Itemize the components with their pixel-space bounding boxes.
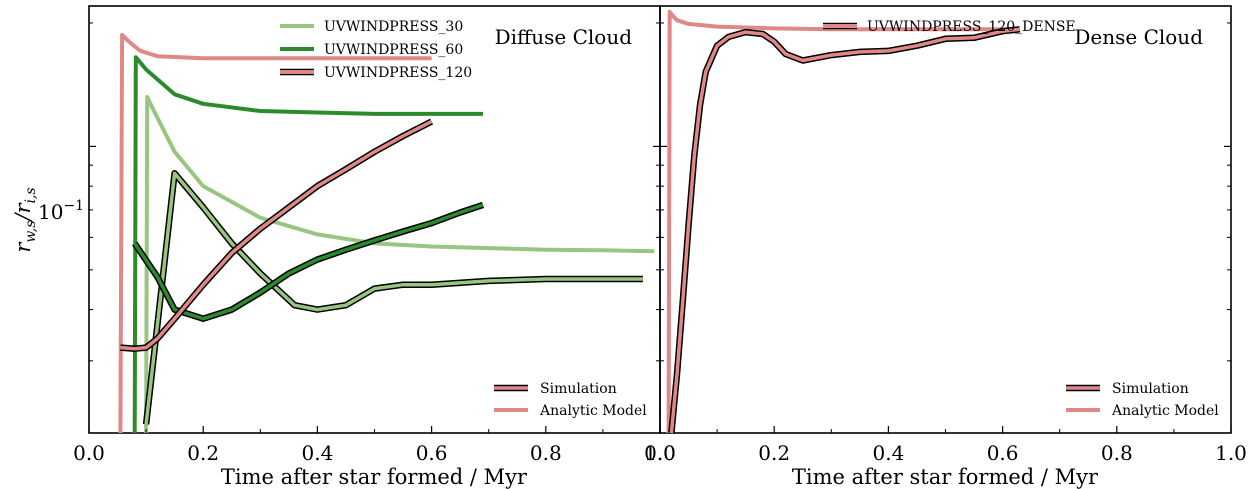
- analytic-line-uvwindpress-60: [132, 55, 483, 433]
- simulation-line-uvwindpress-30: [144, 171, 643, 425]
- legend-label: UVWINDPRESS_30: [324, 19, 463, 35]
- legend-style-analytic-label: Analytic Model: [1111, 403, 1219, 419]
- x-tick-label-left: 0.0: [73, 441, 105, 465]
- legend-style-analytic-label: Analytic Model: [539, 403, 647, 419]
- x-tick-label-left: 0.2: [187, 441, 219, 465]
- simulation-outline-uvwindpress-120-dense: [668, 26, 1021, 433]
- legend-label: UVWINDPRESS_120_DENSE: [867, 19, 1076, 35]
- x-tick-label-right: 0.2: [758, 441, 790, 465]
- simulation-line-uvwindpress-120-dense: [669, 27, 1020, 433]
- x-tick-label-left: 0.6: [416, 441, 448, 465]
- plot-right: [666, 9, 1021, 433]
- panel-title-left: Diffuse Cloud: [495, 25, 633, 49]
- ticks-right: 0.0 0.2 0.4 0.6 0.8 1.0: [644, 22, 1247, 465]
- y-tick-label: 10−1: [38, 198, 84, 224]
- legend-style-simulation-label: Simulation: [1112, 381, 1189, 397]
- x-tick-label-right: 0.6: [987, 441, 1019, 465]
- panel-title-right: Dense Cloud: [1074, 25, 1203, 49]
- x-axis-title-right: Time after star formed / Myr: [792, 465, 1099, 489]
- x-tick-label-right: 0.8: [1101, 441, 1133, 465]
- legend-left-series: UVWINDPRESS_30 UVWINDPRESS_60 UVWINDPRESS_…: [280, 19, 472, 81]
- ticks-left: 0.0 0.2 0.4 0.6 0.8 1.0: [73, 22, 676, 465]
- x-axis-title-left: Time after star formed / Myr: [221, 465, 528, 489]
- legend-style-simulation-label: Simulation: [540, 381, 617, 397]
- x-tick-label-left: 0.8: [530, 441, 562, 465]
- x-tick-label-left: 1.0: [644, 441, 676, 465]
- legend-label: UVWINDPRESS_60: [324, 42, 463, 58]
- analytic-line-uvwindpress-120: [118, 32, 432, 433]
- panel-right-frame: [659, 5, 1232, 434]
- x-tick-label-right: 0.0: [644, 441, 676, 465]
- x-tick-label-right: 1.0: [1215, 441, 1247, 465]
- legend-label: UVWINDPRESS_120: [324, 65, 472, 81]
- x-tick-label-left: 0.4: [301, 441, 333, 465]
- x-tick-label-right: 0.4: [872, 441, 904, 465]
- legend-left-style: Simulation Analytic Model: [494, 381, 647, 419]
- legend-right-series: UVWINDPRESS_120_DENSE: [823, 19, 1076, 35]
- analytic-line-uvwindpress-30: [144, 95, 655, 433]
- simulation-line-uvwindpress-120: [120, 119, 433, 351]
- legend-right-style: Simulation Analytic Model: [1066, 381, 1219, 419]
- plot-left: [118, 32, 655, 433]
- y-axis-title: rw,s/ri,s: [11, 187, 39, 252]
- analytic-line-uvwindpress-120-dense: [666, 9, 1020, 433]
